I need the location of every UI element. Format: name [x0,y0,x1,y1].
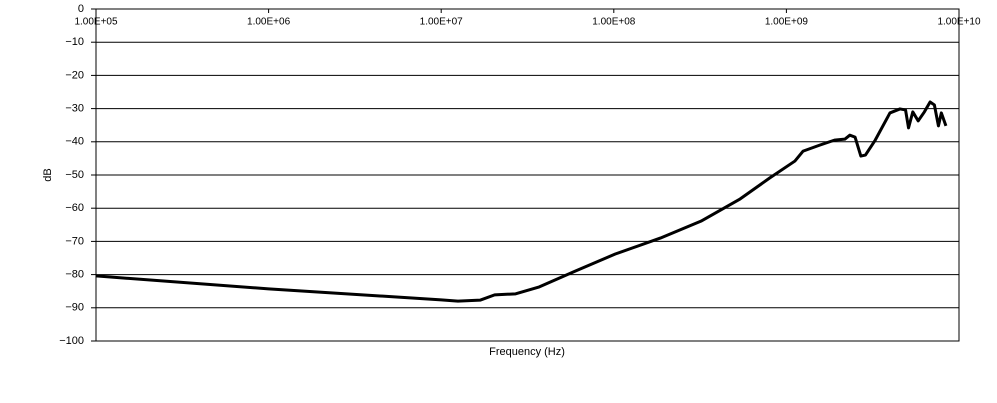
y-tick-label: −80 [65,269,84,281]
x-tick-label: 1.00E+09 [765,17,809,28]
y-axis-label: dB [42,168,54,181]
y-tick-label: −100 [59,335,84,347]
y-tick-label: −60 [65,202,84,214]
x-tick-label: 1.00E+06 [247,17,291,28]
y-tick-label: −50 [65,169,84,181]
y-tick-label: −30 [65,103,84,115]
y-tick-label: −70 [65,235,84,247]
y-tick-label: 0 [78,3,84,15]
x-axis-label: Frequency (Hz) [489,346,565,358]
x-tick-label: 1.00E+05 [74,17,118,28]
y-tick-label: −90 [65,302,84,314]
x-tick-label: 1.00E+07 [420,17,464,28]
y-tick-label: −10 [65,36,84,48]
x-tick-label: 1.00E+10 [937,17,981,28]
x-tick-label: 1.00E+08 [592,17,636,28]
y-tick-label: −20 [65,69,84,81]
data-line [95,100,948,303]
y-tick-label: −40 [65,136,84,148]
